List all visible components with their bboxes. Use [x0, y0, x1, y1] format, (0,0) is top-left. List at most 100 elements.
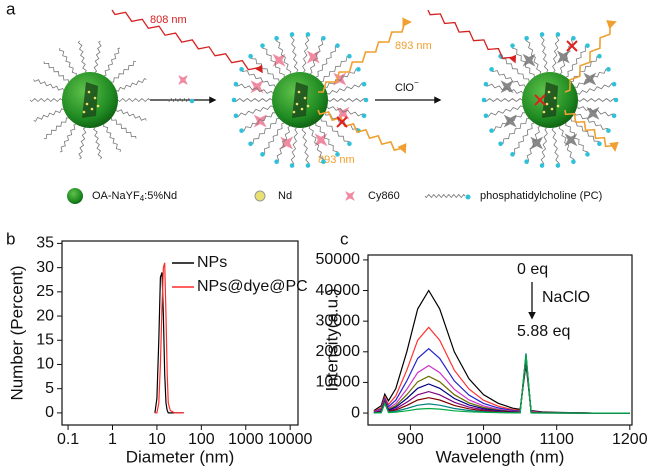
pc-head	[585, 43, 590, 48]
y-tick-label: 5	[45, 380, 54, 397]
pc-head	[524, 159, 529, 165]
dye-star	[564, 133, 578, 147]
pc-head	[289, 163, 295, 168]
nd-dot	[556, 104, 560, 108]
legend-part: OA-NaYF	[92, 190, 140, 202]
pc-head	[274, 35, 279, 41]
dye-star	[522, 53, 536, 67]
ligand	[558, 126, 575, 162]
dye-star	[586, 106, 600, 120]
ligand	[111, 117, 137, 139]
ligand	[570, 55, 600, 82]
reagent-label: ClO−	[395, 78, 419, 94]
pc-head	[483, 81, 489, 87]
ligand	[315, 45, 338, 78]
pc-head	[233, 81, 239, 87]
x-tick-label: 900	[397, 431, 424, 448]
ligand	[250, 118, 280, 145]
reagent: ClO	[395, 82, 414, 94]
dye-star	[178, 75, 188, 85]
pc-head	[233, 113, 239, 119]
y-tick-label: 20000	[316, 343, 361, 360]
pc-head	[335, 152, 340, 157]
legend-ligand	[424, 193, 466, 199]
nd-dot	[545, 102, 549, 106]
nd-dot	[295, 102, 299, 106]
dye-star	[503, 114, 517, 128]
pc-head	[189, 98, 195, 104]
ligand	[565, 123, 589, 155]
nd-dot	[85, 102, 89, 106]
legend-label: OA-NaYF4:5%Nd	[92, 190, 177, 203]
y-tick-label: 0	[351, 404, 360, 421]
ligand	[59, 123, 77, 153]
y-tick-label: 50000	[316, 251, 361, 268]
pc-head	[260, 43, 265, 48]
ligand	[574, 68, 609, 88]
ligand	[103, 47, 121, 77]
pc-head	[239, 128, 244, 133]
pc-head	[356, 67, 361, 72]
pc-head	[555, 32, 561, 37]
pc-head	[606, 67, 611, 72]
ligand	[241, 112, 276, 132]
x-tick-label: 1100	[539, 431, 574, 448]
pc-head	[611, 113, 617, 119]
crystal	[292, 82, 308, 118]
legend-np	[67, 188, 83, 204]
pc-head	[483, 113, 489, 119]
pc-head	[231, 97, 237, 103]
pc-head	[363, 97, 369, 103]
legend-label: phosphatidylcholine (PC)	[480, 190, 602, 202]
pc-head	[481, 97, 487, 103]
pc-head	[524, 35, 529, 41]
y-tick-label: 10000	[316, 374, 361, 391]
nd-dot	[297, 90, 301, 94]
pc-head	[597, 141, 602, 147]
emission-label: 893 nm	[318, 154, 355, 166]
emission	[317, 17, 412, 93]
panel-label: b	[6, 229, 15, 248]
dye-star	[314, 133, 328, 147]
nd-dot	[542, 110, 546, 114]
pc-head	[248, 53, 253, 59]
y-tick-label: 0	[45, 404, 54, 421]
ligand	[565, 45, 588, 78]
y-tick-label: 30	[36, 259, 54, 276]
pc-head	[321, 35, 326, 41]
ligand	[327, 82, 365, 95]
plot-frame	[61, 240, 299, 426]
y-tick-label: 30000	[316, 312, 361, 329]
ligand	[309, 37, 324, 75]
ligand	[500, 118, 530, 145]
series-line	[154, 272, 184, 414]
ligand	[29, 97, 63, 103]
pc-head	[305, 163, 311, 168]
pc-head	[489, 128, 494, 133]
ligand	[308, 126, 325, 162]
ligand	[577, 97, 617, 103]
nd-icon	[254, 190, 266, 202]
ligand	[235, 83, 274, 94]
nd-dot	[87, 90, 91, 94]
ligand	[290, 127, 298, 166]
pc-head	[611, 81, 617, 87]
legend-label: NPs	[197, 254, 227, 271]
y-tick-label: 25	[36, 283, 54, 300]
laser	[427, 9, 517, 64]
emission	[564, 20, 617, 93]
x-tick-label: 100	[188, 431, 215, 448]
legend-label: Cy860	[368, 190, 400, 202]
x-tick-label: 10000	[268, 431, 313, 448]
pc-head	[347, 53, 352, 59]
pc-head	[510, 43, 515, 48]
pc-head	[555, 163, 561, 168]
ligand	[111, 60, 137, 83]
dye-star	[345, 191, 355, 201]
ligand	[117, 97, 151, 103]
legend-label: Nd	[278, 190, 292, 202]
x-tick-label: 0.1	[57, 431, 79, 448]
legend-label: NPs@dye@PC	[197, 278, 308, 295]
ligand	[320, 55, 350, 82]
block-mark	[534, 94, 546, 106]
